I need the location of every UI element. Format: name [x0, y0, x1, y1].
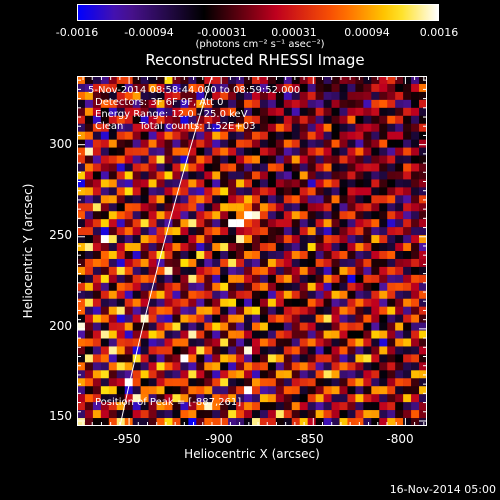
y-axis-title: Heliocentric Y (arcsec): [21, 183, 35, 319]
annotation-detectors: Detectors: 3F 6F 9F, Att 0: [95, 97, 224, 108]
x-tick-label: -850: [296, 432, 324, 446]
colorbar-tick-label: -0.00031: [197, 26, 247, 39]
generation-timestamp: 16-Nov-2014 05:00: [389, 483, 496, 496]
annotation-time-range: 5-Nov-2014 08:58:44.000 to 08:59:52.000: [88, 85, 301, 96]
x-tick-label: -900: [205, 432, 233, 446]
image-pixels: [77, 76, 427, 426]
x-tick-label: -950: [113, 432, 141, 446]
colorbar-units-text: (photons cm⁻² s⁻¹ asec⁻²): [195, 39, 325, 50]
colorbar-tick-label: 0.00094: [344, 26, 390, 39]
image-title: Reconstructed RHESSI Image: [0, 51, 500, 69]
x-tick-label: -800: [386, 432, 414, 446]
x-axis-title: Heliocentric X (arcsec): [0, 447, 500, 461]
annotation-energy: Energy Range: 12.0 - 25.0 keV: [95, 109, 248, 120]
colorbar-units: (photons cm⁻² s⁻¹ asec⁻²): [0, 39, 500, 50]
plot-frame: [77, 76, 427, 426]
colorbar-tick-label: 0.00031: [271, 26, 317, 39]
y-tick-label: 250: [49, 228, 72, 242]
colorbar: [77, 4, 439, 21]
y-tick-label: 300: [49, 137, 72, 151]
y-tick-label: 200: [49, 319, 72, 333]
colorbar-tick-label: -0.0016: [55, 26, 99, 39]
annotation-peak: Position of Peak = [-887,261]: [95, 397, 242, 408]
annotation-method: Clean Total counts: 1.52E+03: [95, 121, 256, 132]
image-plot: 5-Nov-2014 08:58:44.000 to 08:59:52.000 …: [77, 76, 427, 426]
colorbar-tick-label: 0.0016: [419, 26, 459, 39]
colorbar-tick-label: -0.00094: [124, 26, 174, 39]
image-title-text: Reconstructed RHESSI Image: [145, 51, 365, 69]
rhessi-image: [77, 76, 427, 426]
solar-limb-line: [119, 76, 213, 426]
y-tick-label: 150: [49, 409, 72, 423]
x-axis-title-text: Heliocentric X (arcsec): [184, 447, 320, 461]
